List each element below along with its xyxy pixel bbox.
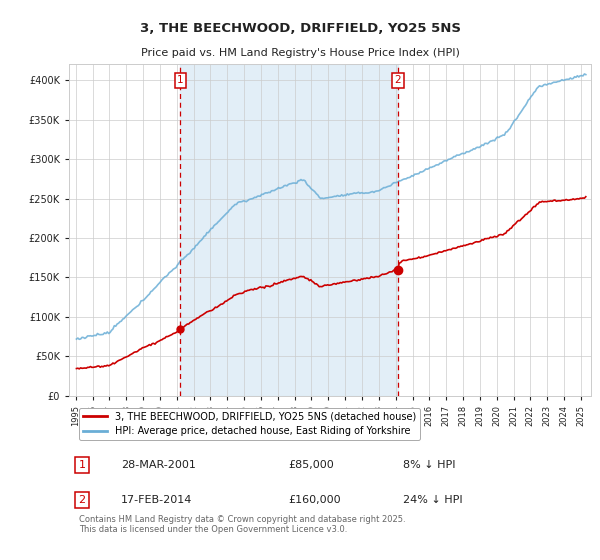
- Text: Contains HM Land Registry data © Crown copyright and database right 2025.
This d: Contains HM Land Registry data © Crown c…: [79, 515, 406, 534]
- Legend: 3, THE BEECHWOOD, DRIFFIELD, YO25 5NS (detached house), HPI: Average price, deta: 3, THE BEECHWOOD, DRIFFIELD, YO25 5NS (d…: [79, 408, 420, 440]
- Text: £85,000: £85,000: [288, 460, 334, 470]
- Text: 8% ↓ HPI: 8% ↓ HPI: [403, 460, 455, 470]
- Text: 28-MAR-2001: 28-MAR-2001: [121, 460, 196, 470]
- Bar: [181, 64, 398, 396]
- Text: Price paid vs. HM Land Registry's House Price Index (HPI): Price paid vs. HM Land Registry's House …: [140, 48, 460, 58]
- Text: 1: 1: [79, 460, 86, 470]
- Text: £160,000: £160,000: [288, 494, 341, 505]
- Text: 1: 1: [177, 75, 184, 85]
- Text: 24% ↓ HPI: 24% ↓ HPI: [403, 494, 463, 505]
- Text: 2: 2: [79, 494, 86, 505]
- Text: 17-FEB-2014: 17-FEB-2014: [121, 494, 193, 505]
- Text: 3, THE BEECHWOOD, DRIFFIELD, YO25 5NS: 3, THE BEECHWOOD, DRIFFIELD, YO25 5NS: [139, 22, 461, 35]
- Text: 2: 2: [394, 75, 401, 85]
